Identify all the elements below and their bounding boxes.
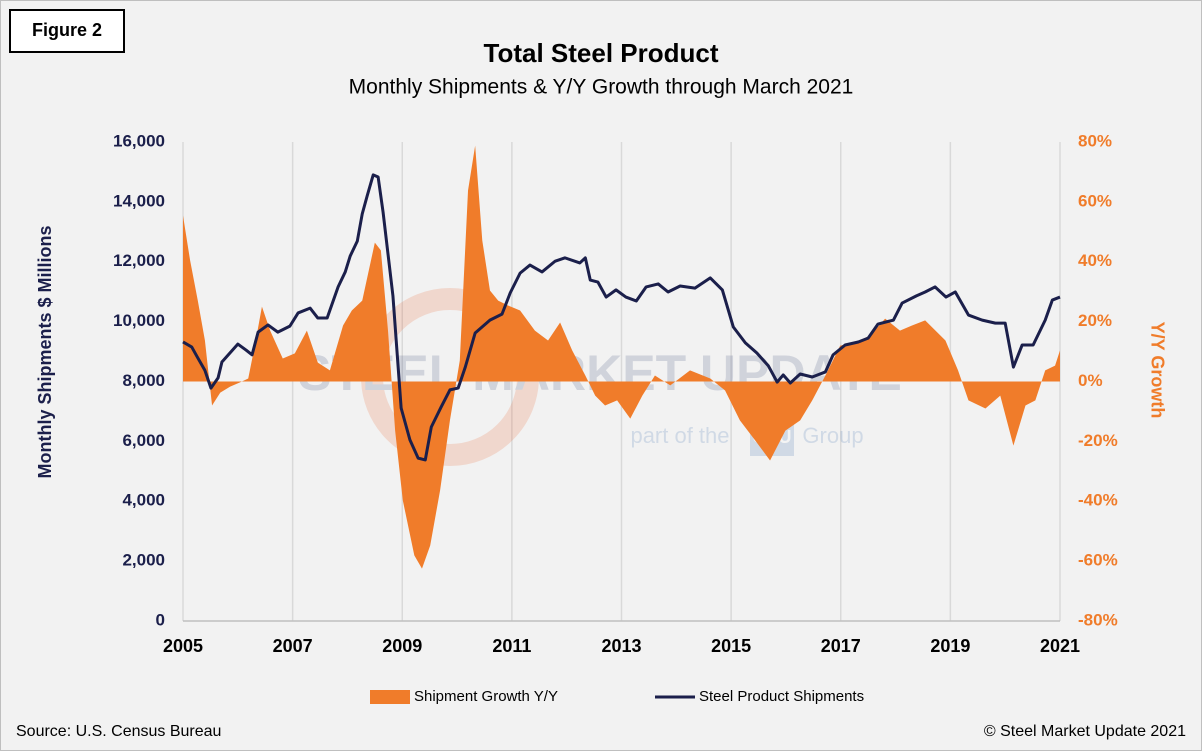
y2-tick-label: 40% bbox=[1078, 251, 1112, 270]
y-tick-label: 10,000 bbox=[113, 311, 165, 330]
y2-tick-label: 20% bbox=[1078, 311, 1112, 330]
legend-label: Shipment Growth Y/Y bbox=[414, 688, 558, 705]
y2-tick-label: -80% bbox=[1078, 610, 1118, 629]
y-tick-label: 16,000 bbox=[113, 131, 165, 150]
growth-area bbox=[183, 145, 1060, 569]
source: Source: U.S. Census Bureau bbox=[16, 723, 221, 740]
y2-tick-label: 60% bbox=[1078, 191, 1112, 210]
y-tick-label: 12,000 bbox=[113, 251, 165, 270]
x-tick-label: 2011 bbox=[492, 636, 531, 656]
y2-tick-label: -60% bbox=[1078, 551, 1118, 570]
shipments-line bbox=[182, 173, 1061, 462]
y-tick-label: 2,000 bbox=[122, 551, 165, 570]
y2-tick-label: 80% bbox=[1078, 131, 1112, 150]
chart-title: Total Steel Product bbox=[484, 38, 719, 68]
x-tick-label: 2007 bbox=[273, 636, 313, 656]
y2-tick-label: -20% bbox=[1078, 431, 1118, 450]
y-tick-label: 8,000 bbox=[122, 371, 165, 390]
y2-tick-label: 0% bbox=[1078, 371, 1103, 390]
y-tick-label: 6,000 bbox=[122, 431, 165, 450]
x-tick-label: 2013 bbox=[601, 636, 641, 656]
chart-subtitle: Monthly Shipments & Y/Y Growth through M… bbox=[349, 76, 854, 99]
figure-label: Figure 2 bbox=[32, 20, 102, 40]
legend-swatch bbox=[370, 690, 410, 704]
y-tick-label: 0 bbox=[156, 610, 165, 629]
watermark-tagline: part of the bbox=[630, 423, 729, 448]
x-tick-label: 2017 bbox=[821, 636, 861, 656]
x-tick-label: 2015 bbox=[711, 636, 751, 656]
y2-axis-title: Y/Y Growth bbox=[1147, 322, 1167, 419]
watermark-group: Group bbox=[802, 423, 863, 448]
x-tick-label: 2005 bbox=[163, 636, 203, 656]
y-axis-title: Monthly Shipments $ Millions bbox=[35, 225, 55, 478]
figure-label-box bbox=[9, 9, 125, 53]
x-tick-label: 2021 bbox=[1040, 636, 1080, 656]
y2-tick-label: -40% bbox=[1078, 491, 1118, 510]
x-tick-label: 2009 bbox=[382, 636, 422, 656]
y-tick-label: 14,000 bbox=[113, 191, 165, 210]
y-tick-label: 4,000 bbox=[122, 491, 165, 510]
x-tick-label: 2019 bbox=[930, 636, 970, 656]
legend-label: Steel Product Shipments bbox=[699, 688, 864, 705]
copyright: © Steel Market Update 2021 bbox=[984, 723, 1186, 740]
